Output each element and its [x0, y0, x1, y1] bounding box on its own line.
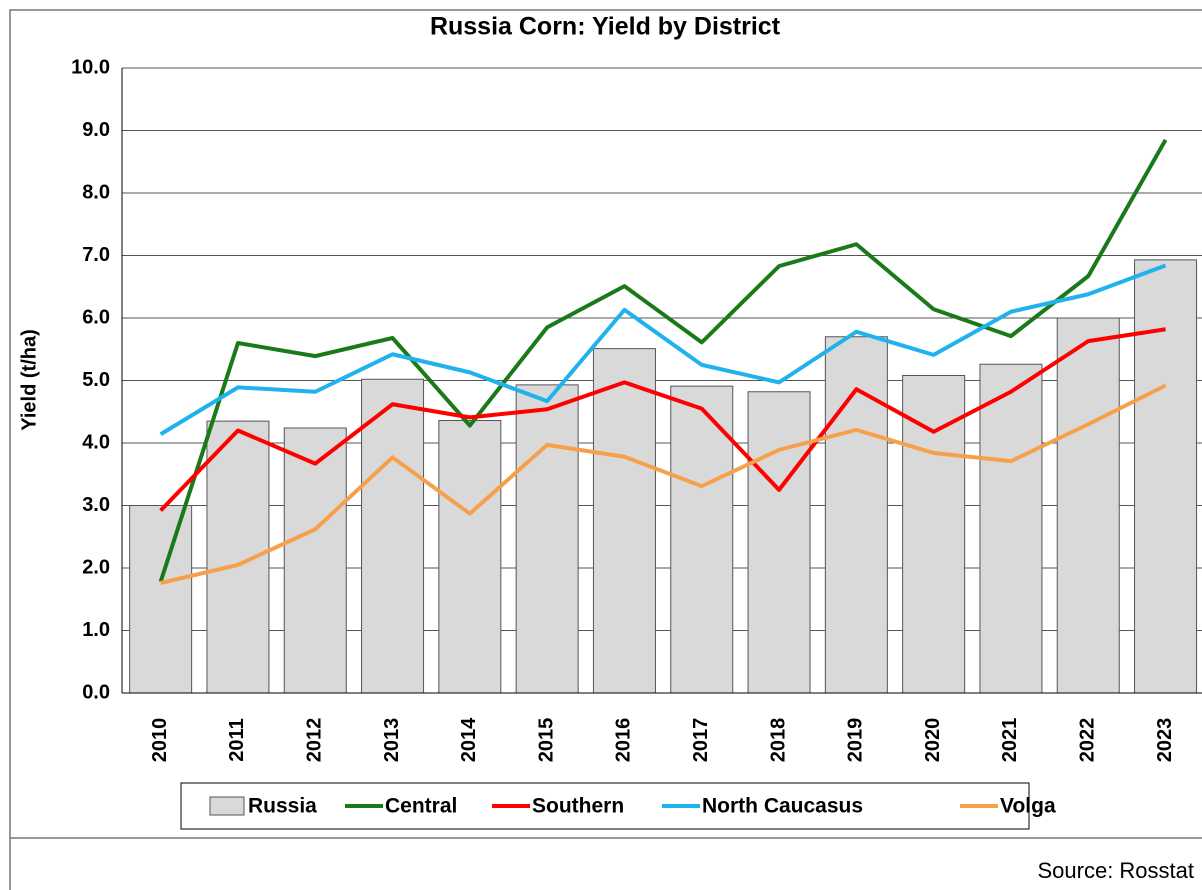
bar [824, 336, 888, 694]
x-tick-label: 2011 [226, 718, 248, 761]
x-tick-label: 2013 [381, 718, 403, 763]
legend-label: North Caucasus [702, 795, 863, 818]
bar [361, 378, 425, 694]
y-tick-label: 0.0 [82, 681, 110, 703]
bar [515, 384, 579, 694]
y-tick-label: 1.0 [82, 619, 110, 641]
x-tick-label: 2014 [458, 717, 480, 762]
bar [1056, 317, 1120, 694]
y-tick-label: 10.0 [71, 56, 110, 78]
line-series [160, 383, 1167, 585]
y-tick-label: 8.0 [82, 181, 110, 203]
chart-title: Russia Corn: Yield by District [430, 13, 781, 41]
bar [1134, 259, 1198, 694]
x-tick-label: 2015 [535, 718, 557, 763]
x-tick-label: 2016 [613, 718, 635, 763]
x-tick-label: 2022 [1077, 718, 1099, 763]
x-tick-label: 2012 [304, 718, 326, 763]
legend-label: Southern [532, 795, 624, 818]
bar [592, 348, 656, 694]
bar [283, 427, 347, 694]
bar [979, 363, 1043, 694]
y-tick-label: 3.0 [82, 494, 110, 516]
x-tick-label: 2010 [149, 718, 171, 763]
y-tick-label: 6.0 [82, 306, 110, 328]
x-tick-label: 2019 [845, 718, 867, 763]
x-tick-label: 2018 [767, 718, 789, 763]
bar [438, 420, 502, 694]
source: Source: Rosstat [1037, 858, 1194, 883]
y-tick-label: 2.0 [82, 556, 110, 578]
y-tick-label: 7.0 [82, 244, 110, 266]
legend-swatch [209, 796, 245, 816]
line-series [158, 138, 1168, 583]
bar [747, 391, 811, 694]
y-axis-label: Yield (t/ha) [18, 329, 40, 430]
legend-label: Russia [248, 795, 317, 818]
y-tick-label: 9.0 [82, 119, 110, 141]
bar [670, 385, 734, 694]
bar [129, 505, 193, 694]
legend-label: Central [385, 795, 457, 818]
x-tick-label: 2017 [690, 718, 712, 763]
bar [902, 375, 966, 694]
x-tick-label: 2021 [999, 718, 1021, 763]
x-tick-label: 2020 [922, 718, 944, 763]
legend [180, 782, 1030, 830]
y-tick-label: 5.0 [82, 369, 110, 391]
y-tick-label: 4.0 [82, 431, 110, 453]
legend-label: Volga [1000, 795, 1056, 818]
x-tick-label: 2023 [1154, 718, 1176, 763]
frame [9, 9, 1202, 890]
line-series [159, 327, 1166, 512]
line-series [159, 263, 1167, 436]
